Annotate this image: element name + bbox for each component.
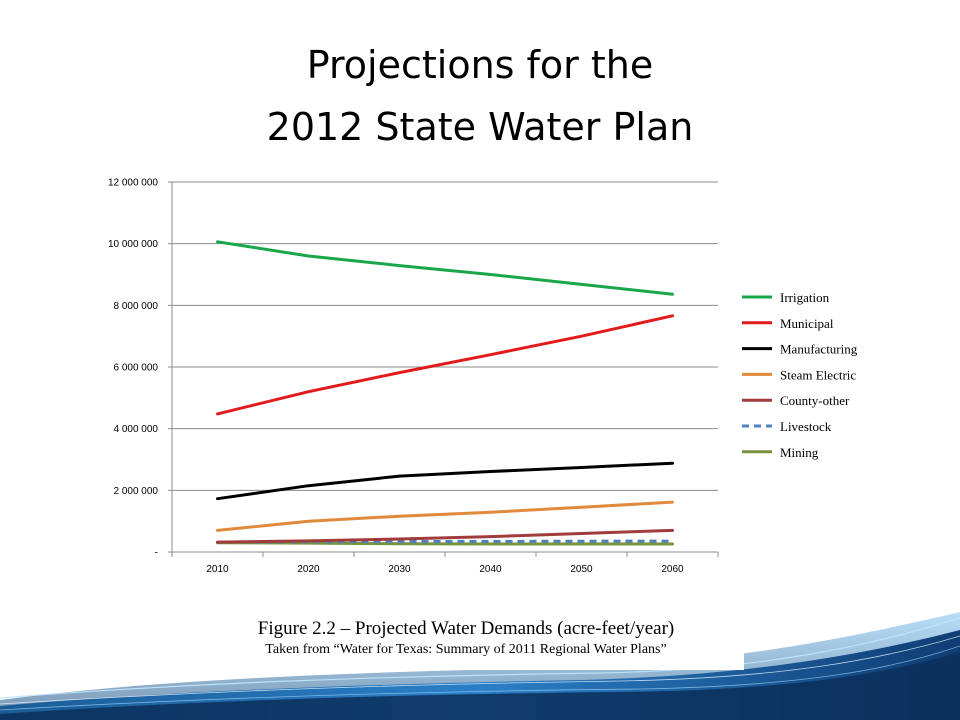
- series-line-irrigation: [216, 240, 674, 296]
- chart-axes: - 2 000 000 4 000 000 6 000 000 8 000 000 10 …: [108, 178, 719, 575]
- slide-title: Projections for the 2012 State Water Pla…: [0, 34, 960, 158]
- figure-caption: Figure 2.2 – Projected Water Demands (ac…: [188, 613, 744, 670]
- series-line-county-other: [216, 528, 674, 544]
- legend-label: Mining: [780, 445, 819, 460]
- slide-title-line-2: 2012 State Water Plan: [266, 105, 694, 149]
- y-tick-label: 10 000 000: [108, 239, 158, 250]
- legend-label: Manufacturing: [780, 342, 858, 357]
- y-tick-label: 12 000 000: [108, 178, 158, 189]
- caption-main: Figure 2.2 – Projected Water Demands (ac…: [257, 618, 675, 639]
- x-tick-label: 2040: [479, 564, 502, 575]
- chart-legend: Irrigation Municipal Manufacturing Steam El…: [742, 290, 858, 460]
- x-tick-label: 2010: [206, 564, 229, 575]
- chart-series: [216, 240, 674, 546]
- slide-title-line-1: Projections for the: [306, 43, 654, 87]
- x-tick-label: 2060: [661, 564, 684, 575]
- x-tick-label: 2050: [570, 564, 593, 575]
- y-tick-label: 4 000 000: [114, 424, 159, 435]
- y-tick-label: -: [155, 548, 158, 559]
- legend-label: Livestock: [780, 419, 832, 434]
- caption-source: Taken from “Water for Texas: Summary of …: [265, 642, 667, 657]
- series-line-municipal: [216, 314, 674, 416]
- y-tick-label: 6 000 000: [114, 363, 159, 374]
- x-tick-label: 2030: [388, 564, 411, 575]
- legend-label: County-other: [780, 393, 850, 408]
- legend-label: Municipal: [780, 316, 834, 331]
- legend-label: Steam Electric: [780, 367, 856, 382]
- series-line-manufacturing: [216, 461, 674, 501]
- legend-label: Irrigation: [780, 290, 830, 305]
- series-line-steam-electric: [216, 500, 674, 532]
- x-tick-label: 2020: [297, 564, 320, 575]
- y-tick-label: 2 000 000: [114, 486, 159, 497]
- y-tick-label: 8 000 000: [114, 301, 159, 312]
